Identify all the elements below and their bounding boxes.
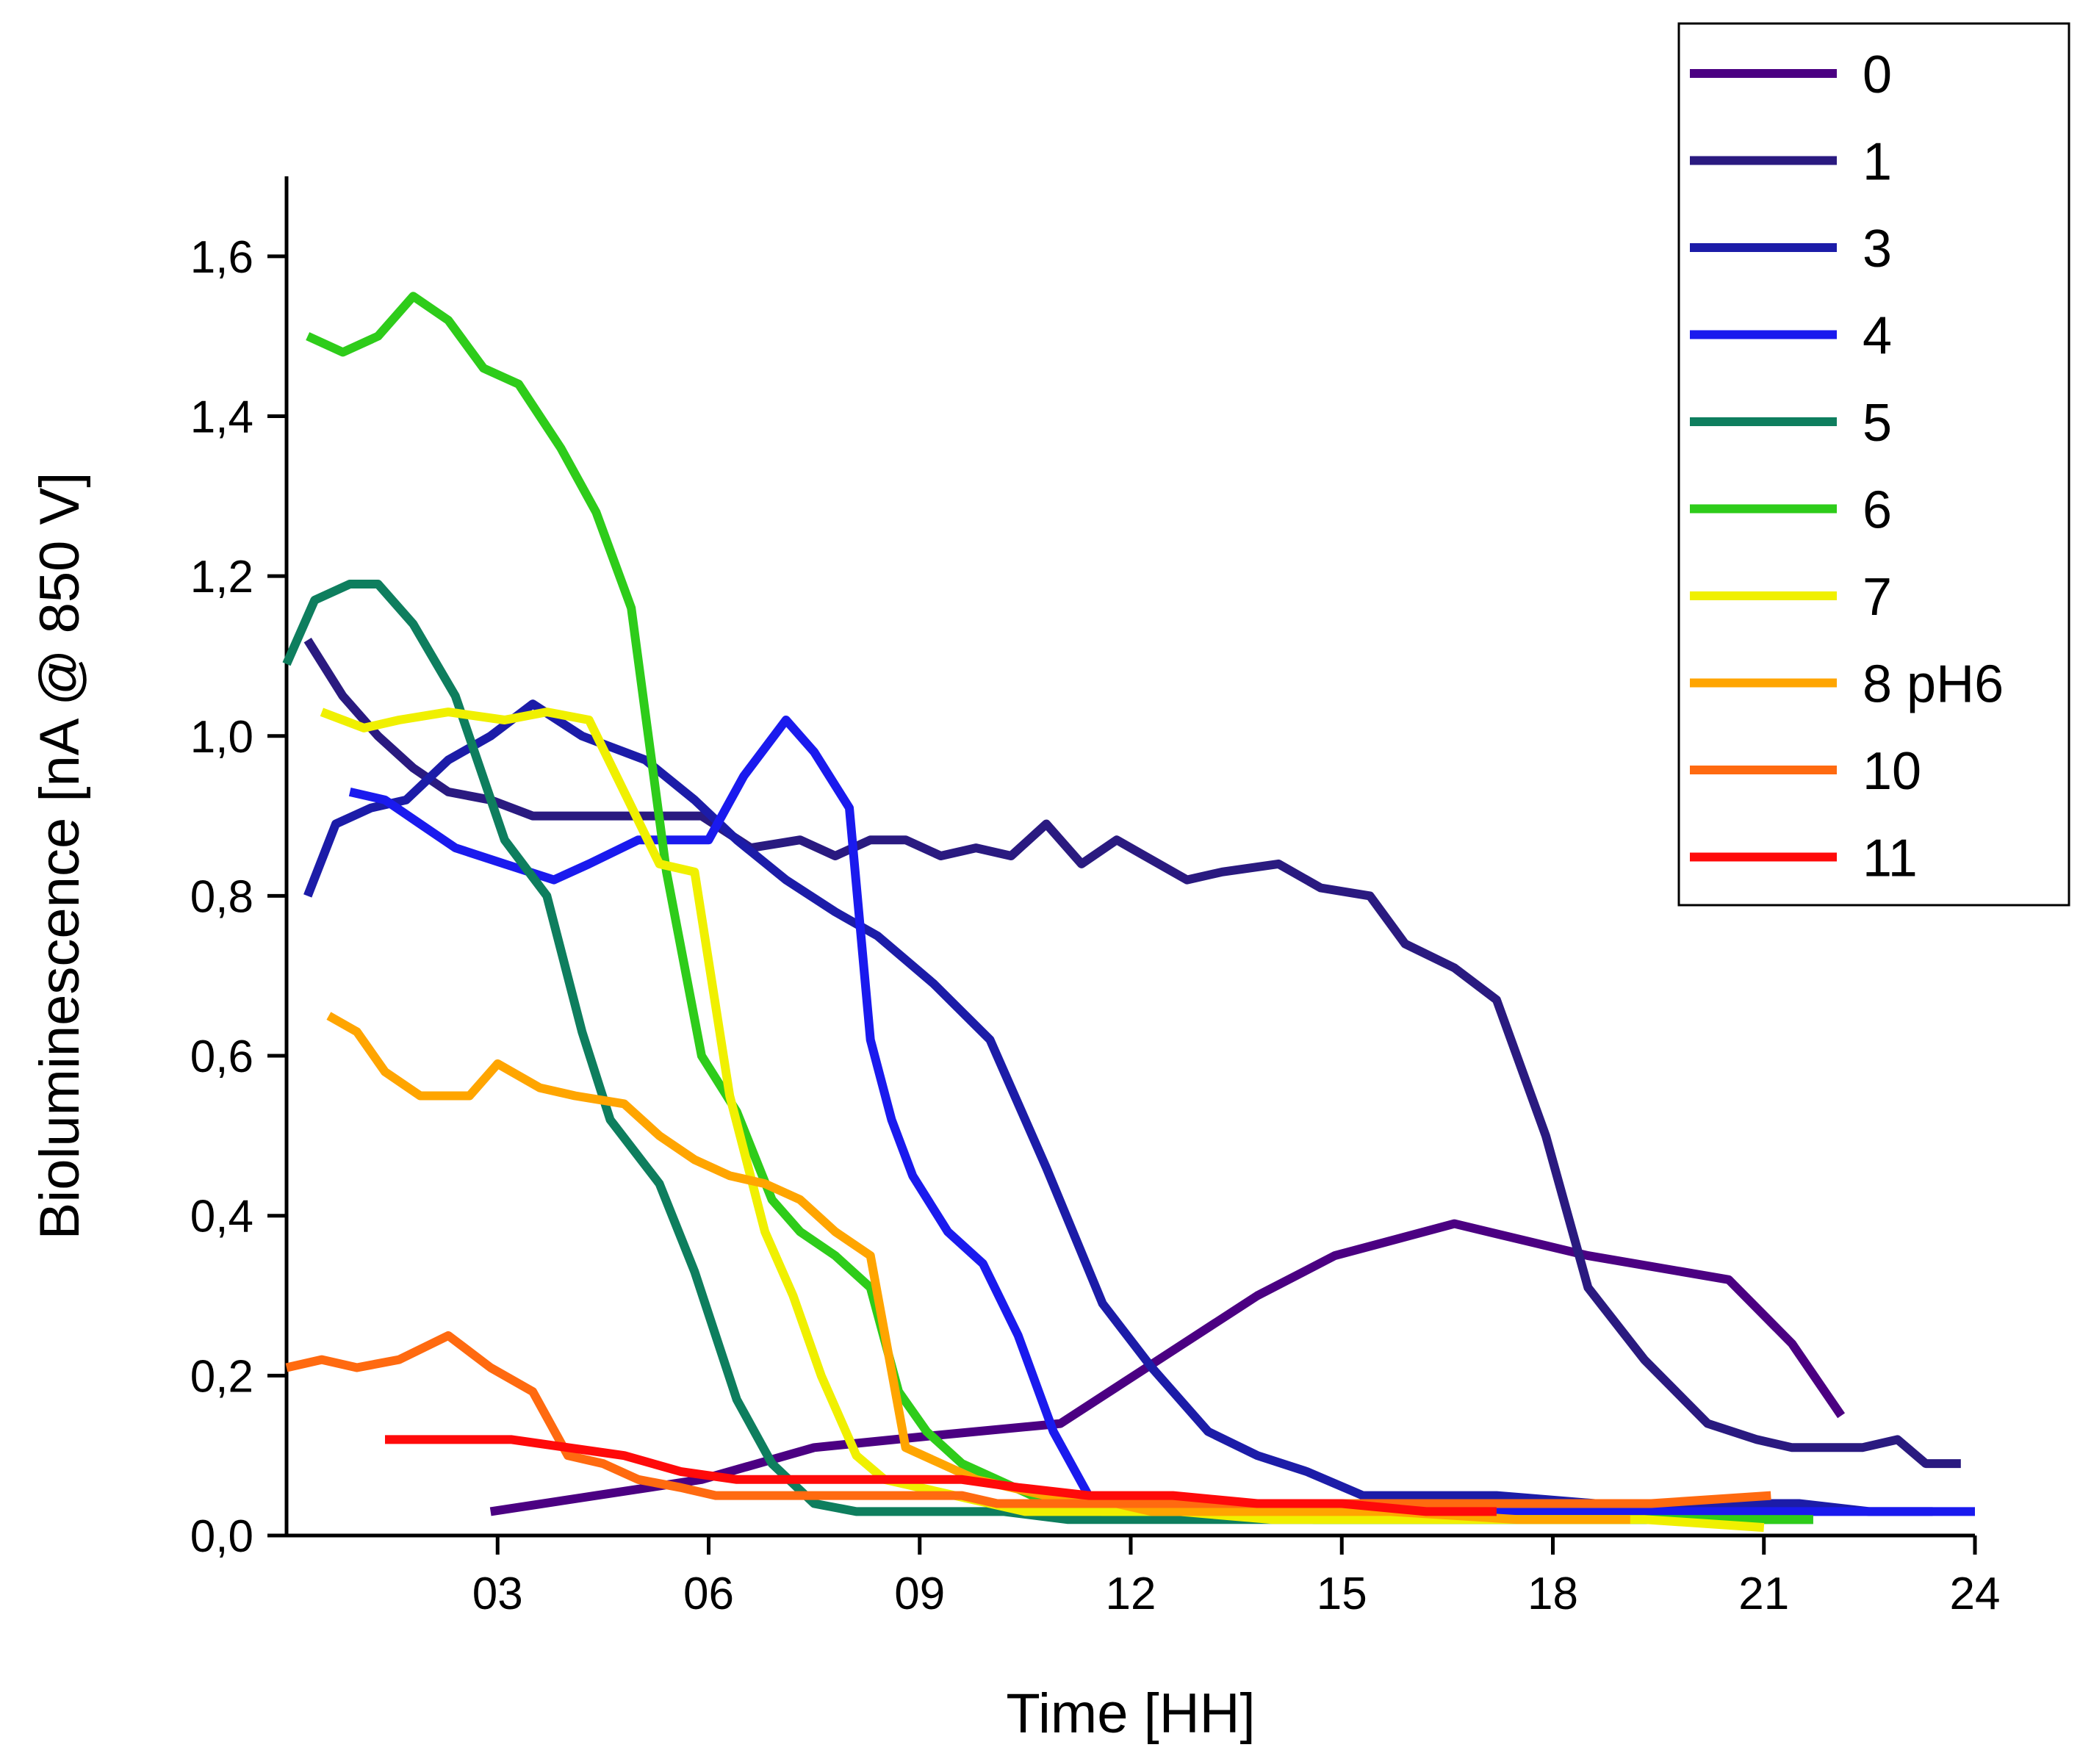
series-line-11	[385, 1435, 1497, 1516]
x-tick-label: 18	[1527, 1569, 1578, 1619]
y-tick-label: 1,6	[190, 232, 253, 283]
legend-label: 4	[1863, 307, 1892, 366]
legend-label: 5	[1863, 394, 1892, 453]
x-tick-label: 21	[1738, 1569, 1789, 1619]
legend-label: 6	[1863, 481, 1892, 540]
y-tick-label: 0,8	[190, 871, 253, 922]
series-line-3	[303, 699, 1933, 1516]
legend-label: 0	[1863, 46, 1892, 104]
legend-label: 1	[1863, 133, 1892, 192]
y-tick-label: 1,2	[190, 552, 253, 602]
series-line-8-ph6	[326, 1012, 1630, 1524]
legend-items: 0 1 3 4 5 6 7 8 pH6 10 11	[1690, 46, 2004, 888]
y-tick-label: 1,0	[190, 712, 253, 763]
x-tick-label: 24	[1950, 1569, 2001, 1619]
y-tick-label: 0,6	[190, 1032, 253, 1082]
x-ticks: 03 06 09 12 15 18 21 24	[472, 1536, 2001, 1619]
legend-label: 8 pH6	[1863, 655, 2004, 714]
series-line-1	[303, 638, 1961, 1469]
legend-label: 10	[1863, 742, 1921, 801]
legend-label: 3	[1863, 220, 1892, 278]
legend-label: 11	[1863, 829, 1918, 888]
x-tick-label: 09	[894, 1569, 945, 1619]
series-line-6	[306, 292, 1813, 1524]
x-tick-label: 06	[683, 1569, 734, 1619]
x-tick-label: 03	[472, 1569, 523, 1619]
y-tick-label: 0,0	[190, 1511, 253, 1562]
y-axis-title: Bioluminescence [nA @ 850 V]	[29, 472, 91, 1240]
y-ticks: 0,0 0,2 0,4 0,6 0,8 1,0 1,2 1,4 1,6	[190, 232, 287, 1562]
y-tick-label: 0,4	[190, 1192, 253, 1242]
legend: 0 1 3 4 5 6 7 8 pH6 10 11	[1677, 22, 2070, 907]
x-axis-title: Time [HH]	[1006, 1682, 1255, 1745]
y-tick-label: 1,4	[190, 392, 253, 442]
legend-box	[1677, 22, 2070, 907]
series-layer	[282, 292, 1975, 1533]
x-tick-label: 12	[1106, 1569, 1156, 1619]
x-tick-label: 15	[1317, 1569, 1367, 1619]
legend-label: 7	[1863, 568, 1892, 627]
y-tick-label: 0,2	[190, 1351, 253, 1402]
